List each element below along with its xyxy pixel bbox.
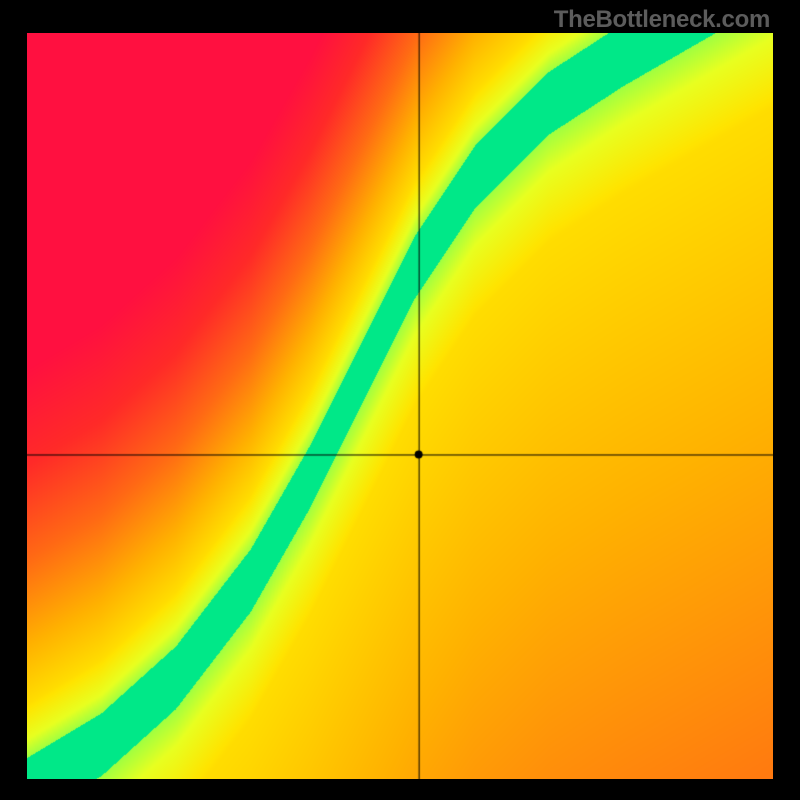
bottleneck-heatmap — [0, 0, 800, 800]
frame-left — [0, 33, 27, 779]
frame-bottom — [0, 779, 800, 800]
frame-right — [773, 33, 800, 779]
watermark-text: TheBottleneck.com — [554, 6, 770, 34]
